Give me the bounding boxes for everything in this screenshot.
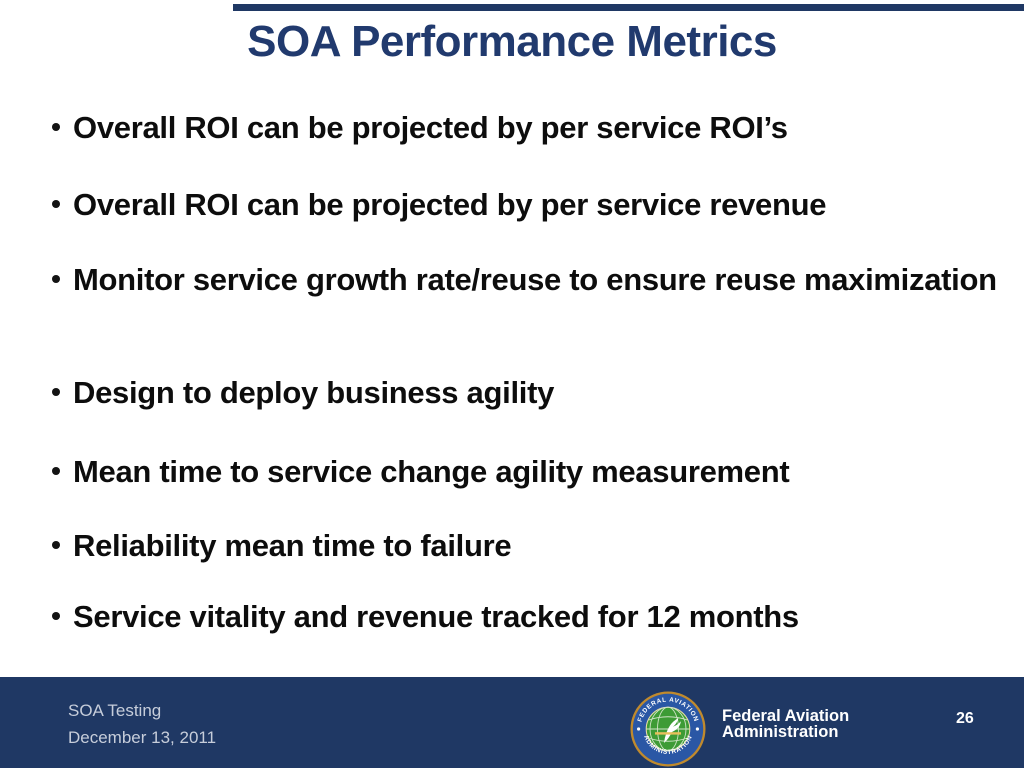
bullet-marker	[52, 123, 60, 131]
footer-meta: SOA Testing December 13, 2011	[68, 697, 216, 751]
bullet-item: Mean time to service change agility meas…	[52, 451, 1018, 492]
org-name: Federal Aviation Administration	[722, 707, 850, 741]
bullet-text: Service vitality and revenue tracked for…	[73, 599, 799, 634]
presentation-date: December 13, 2011	[68, 728, 217, 747]
bullet-text: Reliability mean time to failure	[73, 528, 512, 563]
bullet-item: Monitor service growth rate/reuse to ens…	[52, 259, 1018, 300]
bullet-item: Overall ROI can be projected by per serv…	[52, 107, 1018, 148]
org-name-line2: Administration	[722, 723, 839, 741]
bullet-text: Monitor service growth rate/reuse to ens…	[73, 262, 997, 297]
bullet-item: Service vitality and revenue tracked for…	[52, 596, 1018, 637]
faa-logo-icon: FEDERAL AVIATION ADMINISTRATION	[630, 691, 706, 767]
bullet-marker	[52, 612, 60, 620]
bullet-marker	[52, 200, 60, 208]
page-number: 26	[956, 710, 974, 727]
footer-bar: SOA Testing December 13, 2011 FEDERAL AV…	[0, 677, 1024, 768]
bullet-item: Design to deploy business agility	[52, 372, 1018, 413]
presentation-title: SOA Testing	[68, 701, 162, 720]
bullet-text: Overall ROI can be projected by per serv…	[73, 110, 788, 145]
bullet-marker	[52, 467, 60, 475]
bullet-text: Mean time to service change agility meas…	[73, 454, 790, 489]
bullet-marker	[52, 275, 60, 283]
bullet-text: Overall ROI can be projected by per serv…	[73, 187, 827, 222]
org-name-line1: Federal Aviation	[722, 707, 850, 725]
bullet-marker	[52, 388, 60, 396]
bullet-item: Overall ROI can be projected by per serv…	[52, 184, 1018, 225]
slide-title: SOA Performance Metrics	[247, 17, 777, 66]
bullet-item: Reliability mean time to failure	[52, 525, 1018, 566]
bullet-marker	[52, 541, 60, 549]
bullet-text: Design to deploy business agility	[73, 375, 555, 410]
top-accent-bar	[233, 4, 1024, 11]
